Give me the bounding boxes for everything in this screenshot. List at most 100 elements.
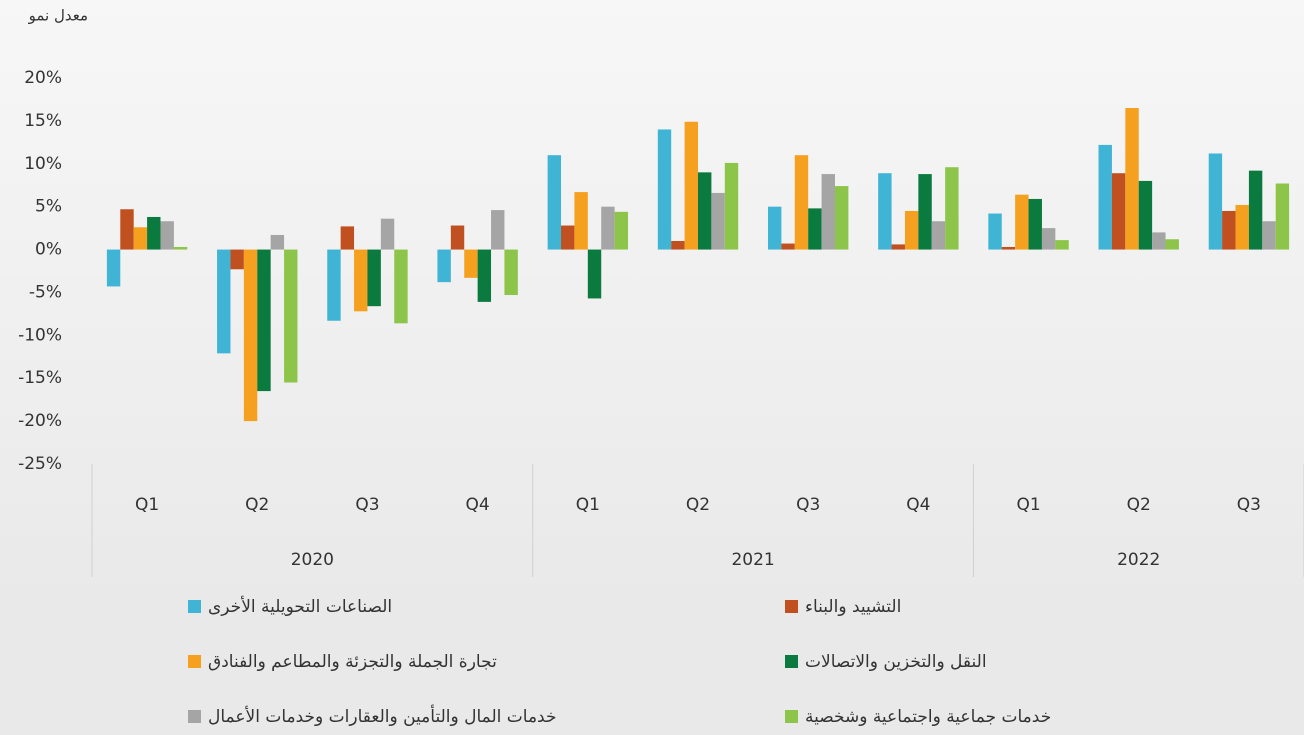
y-tick-label: 10% — [24, 154, 62, 174]
bar — [354, 249, 368, 312]
bar — [1055, 240, 1069, 250]
y-tick-label: -25% — [18, 454, 62, 474]
bar — [904, 210, 919, 250]
bar — [133, 227, 148, 250]
bar — [477, 249, 492, 302]
bar — [587, 249, 602, 299]
y-tick-label: -10% — [18, 325, 62, 345]
bar — [601, 206, 615, 250]
legend-swatch — [785, 600, 798, 613]
legend-swatch — [785, 710, 798, 723]
x-tick-label: Q1 — [1016, 495, 1040, 515]
bar — [491, 210, 505, 250]
bar — [1262, 221, 1276, 250]
bar — [394, 249, 408, 324]
bar — [1235, 204, 1249, 250]
bar — [1001, 246, 1016, 250]
x-tick-label: Q3 — [1237, 495, 1261, 515]
bar — [1015, 194, 1029, 250]
x-tick-label: Q4 — [906, 495, 930, 515]
legend-label: تجارة الجملة والتجزئة والمطاعم والفنادق — [208, 652, 497, 672]
bar — [781, 243, 795, 250]
bar — [821, 174, 835, 250]
group-label: 2022 — [1117, 550, 1160, 570]
bar — [878, 173, 892, 250]
bar — [834, 186, 849, 250]
legend-label: خدمات المال والتأمين والعقارات وخدمات ال… — [208, 704, 556, 727]
legend-label: النقل والتخزين والاتصالات — [805, 652, 987, 672]
bar — [931, 221, 946, 250]
bar — [437, 249, 451, 283]
bar — [988, 213, 1002, 250]
bar — [1165, 239, 1179, 250]
legend-swatch — [188, 710, 201, 723]
bar — [270, 234, 285, 250]
legend-swatch — [785, 655, 798, 668]
bar — [657, 129, 672, 250]
bar — [1222, 210, 1236, 250]
y-tick-label: -5% — [29, 282, 62, 302]
bar — [504, 249, 518, 296]
bar — [243, 249, 258, 422]
bar — [327, 249, 341, 321]
bar — [1138, 180, 1153, 250]
legend-label: التشييد والبناء — [805, 597, 901, 617]
bar — [284, 249, 298, 383]
bar — [230, 249, 244, 270]
x-tick-label: Q1 — [135, 495, 159, 515]
bar — [711, 192, 725, 250]
bar — [1111, 173, 1126, 250]
bar — [547, 155, 562, 250]
bar — [147, 216, 161, 250]
bar — [671, 240, 685, 250]
bar — [380, 218, 395, 250]
y-tick-label: -20% — [18, 411, 62, 431]
y-tick-label: 0% — [35, 240, 62, 260]
x-tick-label: Q2 — [245, 495, 269, 515]
bar — [1098, 144, 1112, 250]
bar — [698, 172, 712, 250]
bar — [464, 249, 478, 278]
bar — [450, 225, 465, 250]
x-tick-label: Q2 — [1127, 495, 1151, 515]
bar — [767, 206, 782, 250]
bar — [1275, 183, 1290, 250]
y-axis-label: معدل نمو — [28, 7, 88, 25]
legend-label: خدمات جماعية واجتماعية وشخصية — [805, 707, 1051, 727]
y-tick-label: 20% — [24, 68, 62, 88]
y-tick-label: 15% — [24, 111, 62, 131]
bar — [945, 167, 959, 250]
bar — [120, 209, 134, 250]
legend-background — [0, 585, 1304, 735]
bar — [160, 221, 174, 250]
bar — [808, 208, 822, 250]
bar — [340, 226, 355, 250]
legend-label: الصناعات التحويلية الأخرى — [208, 596, 392, 617]
bar — [106, 249, 121, 287]
x-tick-label: Q2 — [686, 495, 710, 515]
bar — [1248, 170, 1263, 250]
bar — [794, 155, 809, 250]
group-label: 2021 — [731, 550, 774, 570]
bar — [1041, 228, 1056, 250]
x-tick-label: Q3 — [796, 495, 820, 515]
bar — [614, 211, 629, 250]
legend-swatch — [188, 600, 201, 613]
bar — [257, 249, 271, 392]
legend-swatch — [188, 655, 201, 668]
y-tick-label: 5% — [35, 197, 62, 217]
bar — [1152, 232, 1166, 250]
bar — [1208, 153, 1223, 250]
group-label: 2020 — [291, 550, 334, 570]
bar — [1125, 108, 1139, 250]
bar — [1028, 198, 1042, 250]
x-tick-label: Q4 — [466, 495, 490, 515]
bar — [217, 249, 231, 354]
y-tick-label: -15% — [18, 368, 62, 388]
bar — [561, 225, 575, 250]
x-tick-label: Q1 — [576, 495, 600, 515]
bar — [724, 162, 739, 250]
bar — [891, 244, 905, 250]
bar — [918, 174, 932, 250]
